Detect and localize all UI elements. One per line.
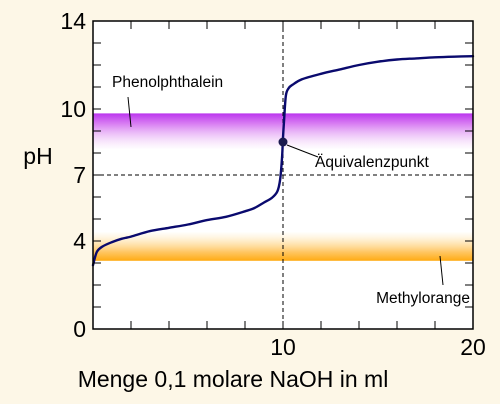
y-tick-label-14: 14	[60, 8, 86, 34]
axis-ticks	[93, 21, 473, 329]
x-tick-label-20: 20	[460, 334, 486, 360]
y-tick-label-7: 7	[73, 162, 86, 188]
phenolphthalein-leader-line	[127, 96, 132, 128]
reference-lines	[93, 21, 473, 329]
equivalence-point-leader-line	[286, 144, 319, 158]
methylorange-leader-line	[439, 255, 444, 286]
y-axis-title: pH	[23, 143, 52, 169]
titration-curve-0	[91, 55, 475, 267]
y-tick-label-4: 4	[73, 228, 86, 254]
y-tick-label-0: 0	[73, 316, 86, 342]
x-axis-title: Menge 0,1 molare NaOH in ml	[78, 366, 389, 392]
y-tick-label-10: 10	[60, 96, 86, 122]
annotations: Phenolphthalein Methylorange Äquivalenzpun…	[112, 74, 470, 307]
tick-labels: 0 4 7 10 14 10 20	[60, 8, 485, 360]
methylorange-label: Methylorange	[376, 290, 470, 307]
equivalence-point-marker	[278, 137, 288, 147]
curve-layer	[91, 55, 475, 267]
equivalence-point-label: Äquivalenzpunkt	[315, 154, 429, 171]
phenolphthalein-label: Phenolphthalein	[112, 74, 223, 91]
x-tick-label-10: 10	[270, 334, 296, 360]
